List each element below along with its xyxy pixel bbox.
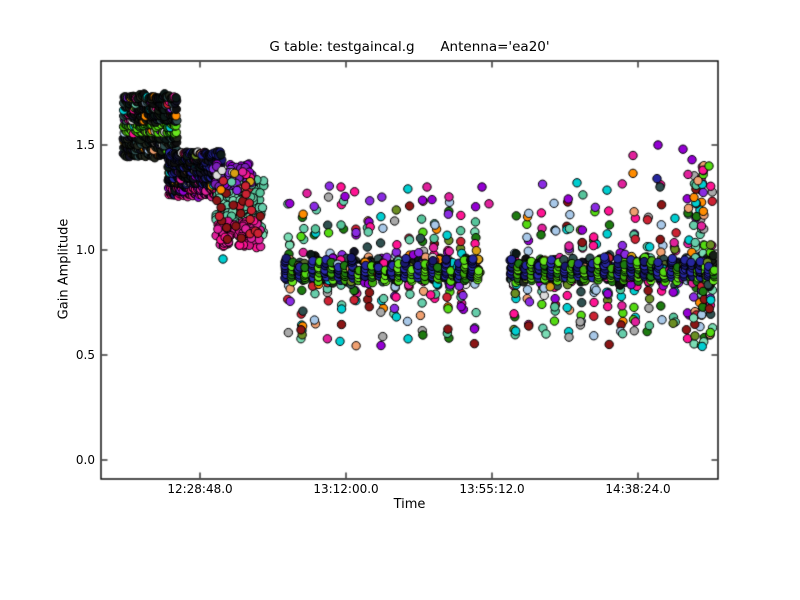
x-axis-label: Time — [393, 497, 426, 512]
y-tick-label-1: 0.5 — [75, 348, 95, 362]
y-tick-label-3: 1.5 — [75, 138, 95, 152]
y-axis-label: Gain Amplitude — [56, 218, 72, 320]
y-tick-label-0: 0.0 — [75, 453, 95, 467]
chart-title: G table: testgaincal.g Antenna='ea20' — [269, 39, 550, 55]
x-tick-label-0: 12:28:48.0 — [167, 482, 233, 496]
x-tick-label-2: 13:55:12.0 — [459, 482, 525, 496]
x-tick-label-1: 13:12:00.0 — [313, 482, 379, 496]
x-tick-label-3: 14:38:24.0 — [605, 482, 671, 496]
y-tick-label-2: 1.0 — [75, 243, 95, 257]
